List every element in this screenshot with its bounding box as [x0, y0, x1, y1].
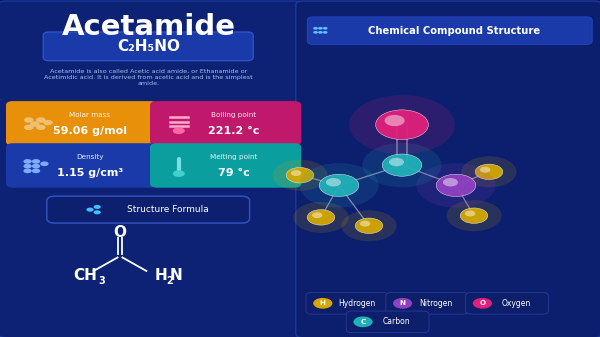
Circle shape: [323, 27, 328, 30]
Circle shape: [341, 210, 397, 241]
Text: 3: 3: [98, 276, 106, 286]
Text: C₂H₅NO: C₂H₅NO: [118, 39, 181, 54]
Circle shape: [473, 298, 492, 309]
Circle shape: [480, 167, 490, 173]
Circle shape: [389, 158, 404, 166]
Circle shape: [299, 163, 379, 208]
Text: Chemical Compound Structure: Chemical Compound Structure: [368, 26, 539, 36]
FancyBboxPatch shape: [386, 293, 469, 314]
Circle shape: [461, 156, 517, 187]
Circle shape: [30, 121, 40, 127]
Circle shape: [32, 164, 40, 168]
FancyBboxPatch shape: [0, 1, 303, 337]
Text: CH: CH: [73, 268, 97, 283]
Circle shape: [313, 27, 318, 30]
Circle shape: [319, 174, 359, 196]
FancyBboxPatch shape: [6, 101, 157, 146]
Circle shape: [36, 117, 46, 123]
Text: O: O: [113, 225, 127, 240]
Text: Carbon: Carbon: [383, 317, 410, 326]
Circle shape: [23, 164, 32, 168]
Circle shape: [173, 127, 185, 134]
Text: Hydrogen: Hydrogen: [338, 299, 375, 308]
Circle shape: [94, 205, 101, 209]
Text: Boiling point: Boiling point: [211, 112, 256, 118]
Circle shape: [23, 159, 32, 164]
Circle shape: [355, 218, 383, 234]
Text: 59.06 g/mol: 59.06 g/mol: [53, 126, 127, 135]
Text: H: H: [154, 268, 167, 283]
Circle shape: [173, 170, 185, 177]
Text: 1.15 g/cm³: 1.15 g/cm³: [56, 168, 123, 178]
Text: O: O: [479, 300, 485, 306]
FancyBboxPatch shape: [346, 311, 429, 333]
Text: Density: Density: [76, 154, 104, 160]
Circle shape: [443, 178, 458, 186]
Circle shape: [94, 210, 101, 214]
Text: Melting point: Melting point: [210, 154, 257, 160]
FancyBboxPatch shape: [306, 293, 389, 314]
FancyBboxPatch shape: [6, 143, 157, 188]
Circle shape: [272, 160, 328, 191]
Circle shape: [360, 221, 370, 226]
FancyBboxPatch shape: [47, 196, 250, 223]
Circle shape: [349, 95, 455, 154]
Circle shape: [32, 168, 40, 173]
Circle shape: [465, 211, 475, 216]
Circle shape: [24, 117, 34, 123]
Circle shape: [24, 125, 34, 130]
Circle shape: [293, 202, 349, 233]
Text: Structure Formula: Structure Formula: [127, 205, 209, 214]
Text: N: N: [170, 268, 183, 283]
Circle shape: [291, 170, 301, 176]
FancyBboxPatch shape: [150, 101, 301, 146]
Text: 79 °c: 79 °c: [218, 168, 250, 178]
Circle shape: [32, 159, 40, 164]
Text: Acetamide: Acetamide: [62, 13, 236, 41]
Circle shape: [385, 115, 404, 126]
Circle shape: [286, 167, 314, 183]
FancyBboxPatch shape: [43, 32, 253, 61]
Text: Oxygen: Oxygen: [502, 299, 530, 308]
Circle shape: [307, 210, 335, 225]
FancyBboxPatch shape: [150, 143, 301, 188]
Circle shape: [313, 298, 332, 309]
Text: Nitrogen: Nitrogen: [419, 299, 453, 308]
Text: 2: 2: [166, 276, 173, 286]
Circle shape: [475, 164, 503, 180]
Text: Acetamide is also called Acetic acid amide, or Ethanamide or
Acetimidic acid. It: Acetamide is also called Acetic acid ami…: [44, 69, 253, 86]
Circle shape: [393, 298, 412, 309]
Text: C: C: [361, 319, 365, 325]
Circle shape: [318, 31, 323, 34]
Circle shape: [353, 316, 373, 327]
Circle shape: [436, 174, 476, 196]
Text: Molar mass: Molar mass: [69, 112, 110, 118]
Text: N: N: [400, 300, 406, 306]
Text: 221.2 °c: 221.2 °c: [208, 126, 259, 135]
Circle shape: [382, 154, 422, 176]
FancyBboxPatch shape: [466, 293, 548, 314]
Circle shape: [318, 27, 323, 30]
Text: H: H: [320, 300, 326, 306]
Circle shape: [326, 178, 341, 186]
Circle shape: [312, 212, 322, 218]
Circle shape: [23, 168, 32, 173]
Circle shape: [86, 208, 94, 212]
Circle shape: [460, 208, 488, 223]
Circle shape: [323, 31, 328, 34]
Circle shape: [416, 163, 496, 208]
FancyBboxPatch shape: [296, 1, 600, 337]
Circle shape: [313, 31, 318, 34]
Circle shape: [376, 110, 428, 140]
Circle shape: [36, 125, 46, 130]
FancyBboxPatch shape: [307, 17, 592, 44]
Circle shape: [362, 143, 442, 187]
Circle shape: [43, 120, 53, 125]
Circle shape: [40, 161, 49, 166]
Circle shape: [446, 200, 502, 231]
